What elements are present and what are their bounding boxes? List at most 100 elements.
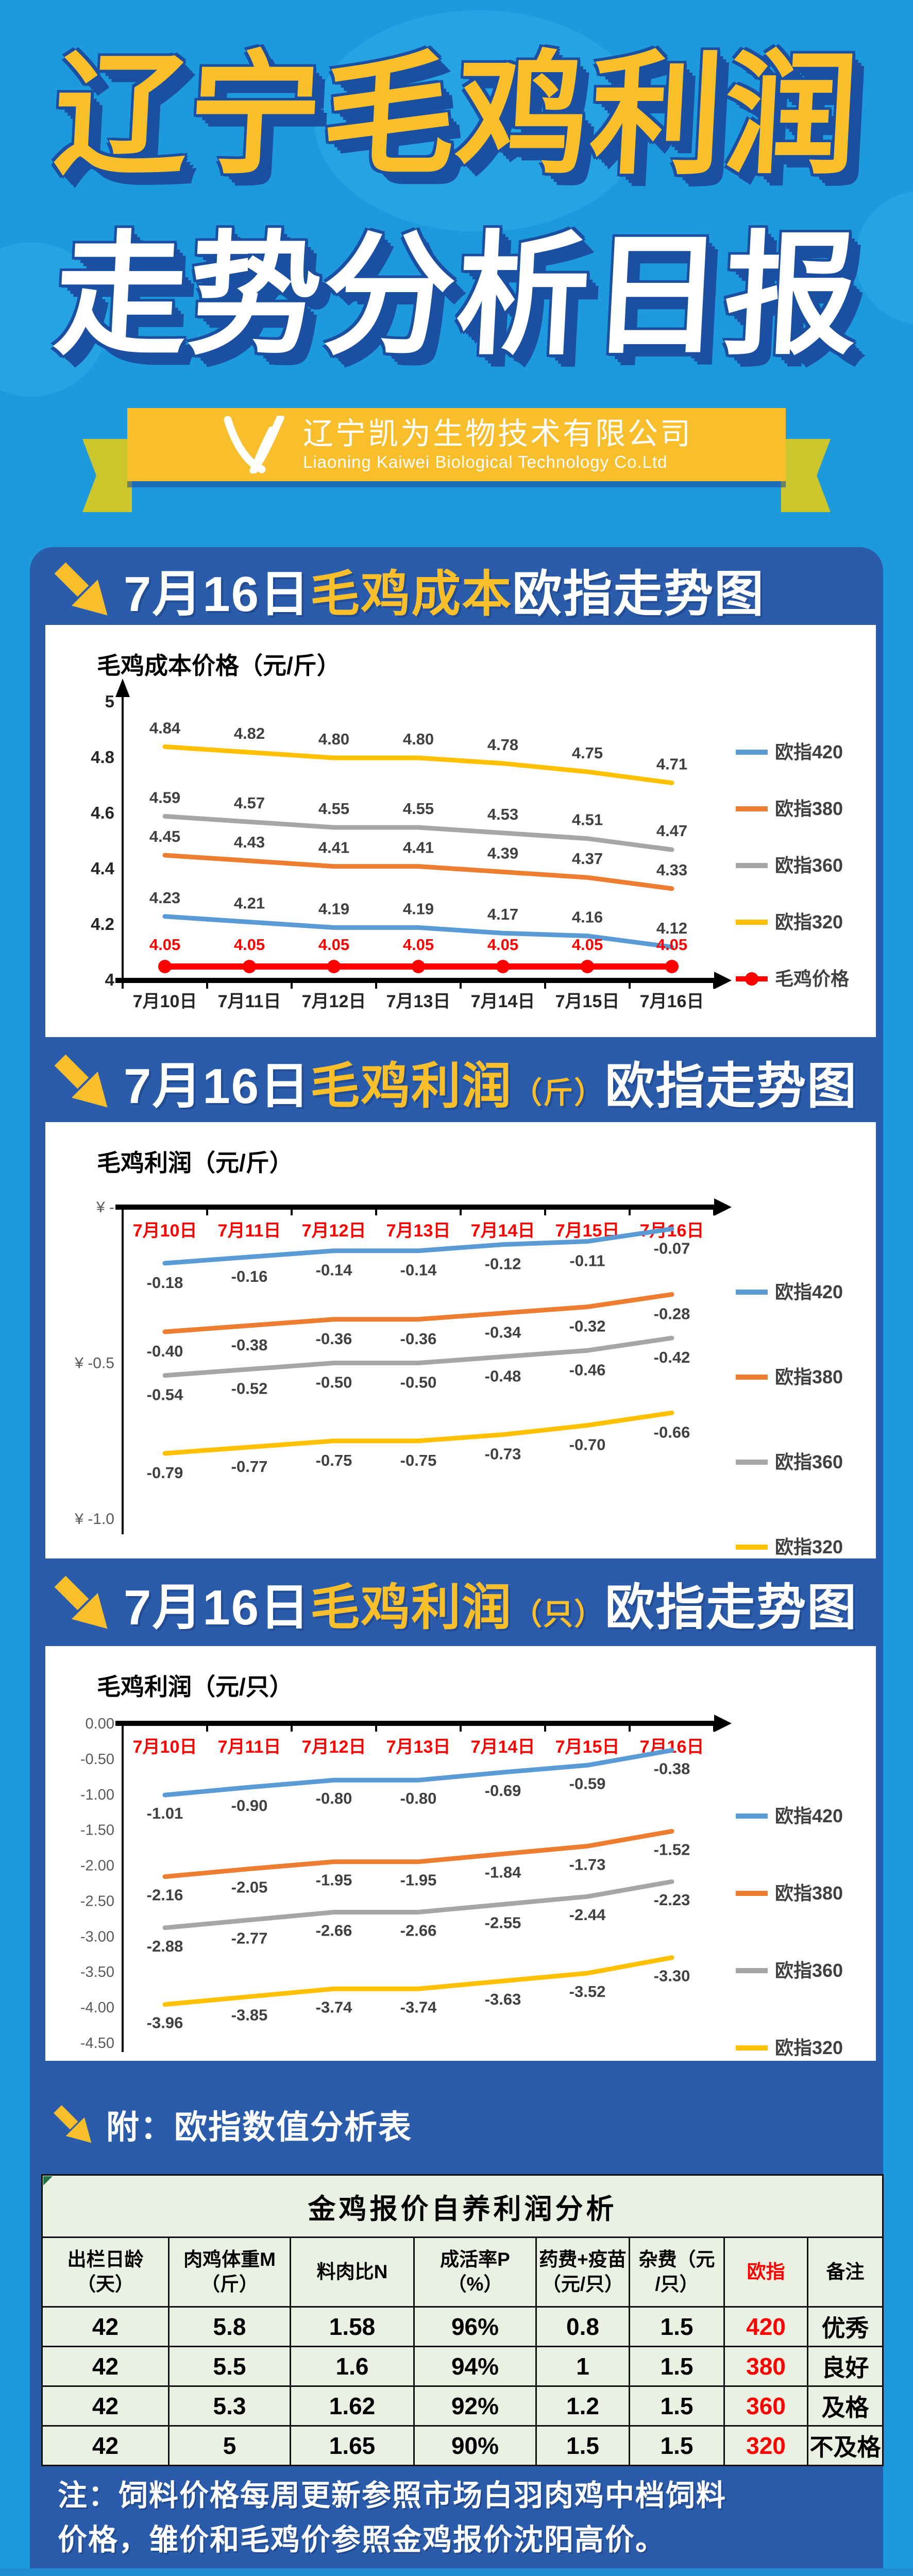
svg-text:-0.36: -0.36 [400, 1330, 437, 1348]
section-title-profit-jin: 7月16日毛鸡利润（斤）欧指走势图 [124, 1046, 857, 1117]
svg-text:-0.16: -0.16 [231, 1267, 268, 1285]
svg-text:欧指380: 欧指380 [775, 1366, 843, 1387]
ribbon-tail-right [781, 439, 831, 512]
section-unit: （斤） [512, 1076, 605, 1110]
table-cell: 5 [168, 2425, 291, 2466]
svg-text:7月10日: 7月10日 [133, 1221, 197, 1241]
table-cell: 42 [41, 2385, 170, 2427]
note-line2: 价格，雏价和毛鸡价参照金鸡报价沈阳高价。 [58, 2523, 666, 2556]
svg-text:7月13日: 7月13日 [386, 992, 451, 1011]
table-col-header: 药费+疫苗 （元/只） [535, 2236, 630, 2308]
svg-text:7月14日: 7月14日 [471, 1737, 535, 1757]
svg-text:-0.80: -0.80 [400, 1789, 437, 1807]
table-col-header: 肉鸡体重M （斤） [168, 2236, 291, 2308]
note-line1: 注：饲料价格每周更新参照市场白羽肉鸡中档饲料 [58, 2479, 726, 2512]
table-title: 金鸡报价自养利润分析 [41, 2174, 884, 2238]
svg-text:欧指420: 欧指420 [775, 1281, 843, 1302]
svg-text:4.6: 4.6 [91, 803, 114, 822]
svg-text:4.05: 4.05 [487, 936, 518, 954]
background-ellipse [314, 10, 644, 232]
section-title-cost: 7月16日毛鸡成本欧指走势图 [124, 554, 765, 625]
svg-text:4.75: 4.75 [572, 744, 603, 762]
svg-text:4.8: 4.8 [91, 748, 114, 767]
svg-text:欧指380: 欧指380 [775, 1883, 843, 1904]
svg-text:4.37: 4.37 [572, 850, 603, 868]
section-heading-profit-zhi: 7月16日毛鸡利润（只）欧指走势图 [52, 1567, 857, 1639]
table-cell: 42 [41, 2346, 170, 2387]
svg-text:-0.36: -0.36 [316, 1330, 352, 1348]
svg-text:4.12: 4.12 [656, 919, 687, 937]
svg-text:4: 4 [105, 970, 115, 989]
svg-text:¥ -0.5: ¥ -0.5 [74, 1355, 114, 1372]
svg-text:-1.52: -1.52 [654, 1840, 690, 1858]
svg-text:4.43: 4.43 [234, 833, 265, 851]
svg-text:-2.23: -2.23 [654, 1891, 690, 1909]
svg-text:-0.77: -0.77 [231, 1458, 268, 1476]
table-cell: 1.65 [290, 2425, 415, 2466]
svg-text:-3.30: -3.30 [654, 1967, 690, 1985]
svg-text:-1.95: -1.95 [316, 1871, 352, 1889]
svg-text:4.41: 4.41 [318, 839, 349, 857]
svg-text:7月12日: 7月12日 [302, 992, 366, 1011]
spreadsheet-corner-marker [43, 2176, 53, 2185]
company-name-cn: 辽宁凯为生物技术有限公司 [302, 416, 692, 451]
svg-text:4.78: 4.78 [487, 736, 518, 754]
svg-text:4.17: 4.17 [487, 905, 518, 923]
svg-text:-0.48: -0.48 [485, 1367, 521, 1385]
table-row: 42 5.5 1.6 94% 1 1.5 380 良好 [41, 2346, 884, 2387]
table-col-header: 杂费（元 /只） [629, 2236, 725, 2308]
svg-text:-0.07: -0.07 [654, 1239, 690, 1257]
svg-text:7月14日: 7月14日 [471, 1221, 535, 1241]
svg-text:7月16日: 7月16日 [640, 992, 704, 1011]
table-row: 42 5.3 1.62 92% 1.2 1.5 360 及格 [41, 2385, 884, 2427]
svg-text:4.05: 4.05 [149, 936, 180, 954]
svg-text:4.2: 4.2 [91, 914, 114, 934]
svg-text:欧指320: 欧指320 [775, 911, 843, 933]
svg-text:-3.74: -3.74 [400, 1998, 437, 2016]
table-cell: 5.3 [168, 2385, 291, 2427]
svg-text:7月11日: 7月11日 [218, 1737, 281, 1757]
company-banner: 辽宁凯为生物技术有限公司 Liaoning Kaiwei Biological … [127, 408, 786, 481]
table-cell: 320 [723, 2425, 808, 2466]
svg-text:-0.80: -0.80 [316, 1789, 352, 1807]
profit-per-bird-trend-chart: 毛鸡利润（元/只） 0.00 -0.50 -1.00 -1.50 -2.00 -2.50 -3… [80, 1673, 843, 2058]
svg-text:-0.18: -0.18 [147, 1274, 183, 1292]
svg-text:-0.75: -0.75 [400, 1451, 437, 1469]
svg-text:-0.12: -0.12 [485, 1255, 521, 1273]
table-cell: 1.5 [535, 2425, 630, 2466]
svg-text:欧指360: 欧指360 [775, 1451, 843, 1472]
table-cell: 94% [413, 2346, 537, 2387]
svg-text:-0.66: -0.66 [654, 1423, 690, 1441]
table-row: 42 5 1.65 90% 1.5 1.5 320 不及格 [41, 2425, 884, 2466]
svg-text:4.23: 4.23 [149, 889, 180, 907]
svg-text:-3.96: -3.96 [147, 2014, 183, 2032]
table-cell: 1.5 [629, 2425, 725, 2466]
down-right-arrow-icon [54, 562, 108, 616]
table-cell: 1.5 [629, 2346, 725, 2387]
down-right-arrow-icon [54, 1054, 108, 1108]
table-cell: 1.2 [535, 2385, 630, 2427]
svg-text:欧指320: 欧指320 [775, 1536, 843, 1557]
company-logo-icon [224, 416, 284, 473]
svg-text:欧指320: 欧指320 [775, 2037, 843, 2058]
svg-text:7月13日: 7月13日 [386, 1221, 451, 1241]
svg-text:-4.50: -4.50 [80, 2035, 114, 2052]
svg-text:4.55: 4.55 [318, 800, 349, 818]
svg-text:欧指380: 欧指380 [775, 798, 843, 819]
svg-text:4.19: 4.19 [403, 900, 434, 918]
svg-text:-2.77: -2.77 [231, 1929, 268, 1947]
section-date: 7月16日 [124, 1059, 311, 1114]
svg-text:4.05: 4.05 [403, 936, 434, 954]
table-cell: 1 [535, 2346, 630, 2387]
svg-text:-0.50: -0.50 [80, 1751, 114, 1768]
poster-title-line1: 辽宁毛鸡利润 [50, 41, 863, 190]
table-cell: 优秀 [807, 2306, 884, 2347]
chart-panel-profit-zhi: 毛鸡利润（元/只） 0.00 -0.50 -1.00 -1.50 -2.00 -2.50 -3… [45, 1646, 876, 2061]
analysis-table-wrap: 金鸡报价自养利润分析 出栏日龄 （天） 肉鸡体重M （斤） 料肉比N 成活率P （%）药… [41, 2174, 884, 2466]
svg-text:4.21: 4.21 [234, 894, 265, 912]
svg-text:-4.00: -4.00 [80, 1999, 114, 2016]
company-name-en: Liaoning Kaiwei Biological Technology Co… [302, 452, 668, 472]
svg-text:-3.63: -3.63 [485, 1990, 521, 2008]
svg-text:-2.66: -2.66 [316, 1921, 352, 1939]
svg-text:4.80: 4.80 [318, 730, 349, 748]
